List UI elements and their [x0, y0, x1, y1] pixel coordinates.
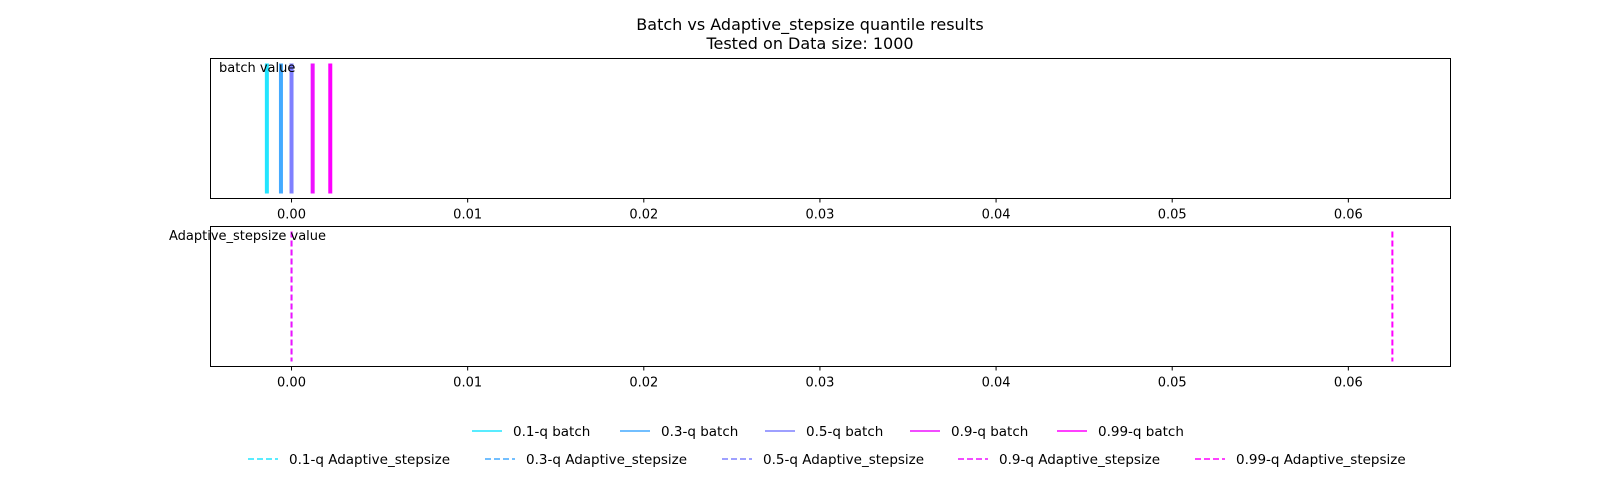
chart-title: Batch vs Adaptive_stepsize quantile resu… [636, 15, 983, 35]
x-tick-label: 0.02 [629, 208, 658, 223]
batch-panel: 0.00 0.01 0.02 0.03 0.04 0.05 0.06 batch value [210, 58, 1451, 223]
legend-label: 0.99-q batch [1098, 424, 1184, 440]
legend-label: 0.1-q batch [513, 424, 590, 440]
legend-label: 0.5-q batch [806, 424, 883, 440]
x-tick-label: 0.03 [805, 376, 834, 391]
x-tick-label: 0.05 [1158, 208, 1187, 223]
adaptive-panel: 0.00 0.01 0.02 0.03 0.04 0.05 0.06 Adaptive_st… [169, 226, 1451, 391]
x-tick-label: 0.01 [453, 208, 482, 223]
x-tick-label: 0.01 [453, 376, 482, 391]
x-tick-label: 0.06 [1334, 376, 1363, 391]
x-tick-label: 0.04 [982, 376, 1011, 391]
x-tick-label: 0.02 [629, 376, 658, 391]
legend-label: 0.3-q batch [661, 424, 738, 440]
adaptive-panel-frame [210, 226, 1451, 367]
chart-subtitle: Tested on Data size: 1000 [705, 34, 913, 53]
legend-label: 0.99-q Adaptive_stepsize [1236, 452, 1406, 468]
legend-label: 0.9-q batch [951, 424, 1028, 440]
x-tick-label: 0.06 [1334, 208, 1363, 223]
batch-panel-frame [210, 58, 1451, 199]
x-tick-label: 0.00 [277, 208, 306, 223]
batch-panel-ylabel: batch value [219, 61, 295, 76]
legend-label: 0.1-q Adaptive_stepsize [289, 452, 450, 468]
legend: 0.1-q batch 0.3-q batch 0.5-q batch 0.9-q b… [248, 424, 1406, 468]
x-tick-label: 0.03 [805, 208, 834, 223]
adaptive-panel-ylabel: Adaptive_stepsize value [169, 229, 326, 244]
x-tick-label: 0.04 [982, 208, 1011, 223]
legend-label: 0.9-q Adaptive_stepsize [999, 452, 1160, 468]
legend-label: 0.5-q Adaptive_stepsize [763, 452, 924, 468]
x-tick-label: 0.00 [277, 376, 306, 391]
x-tick-label: 0.05 [1158, 376, 1187, 391]
legend-label: 0.3-q Adaptive_stepsize [526, 452, 687, 468]
